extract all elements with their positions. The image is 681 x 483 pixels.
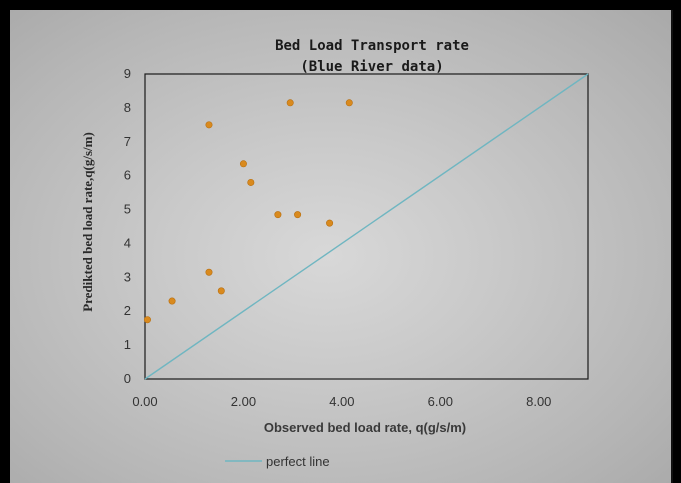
y-tick-label: 8 <box>124 100 131 115</box>
y-axis-ticks: 0 1 2 3 4 5 6 7 8 9 <box>124 66 131 386</box>
data-point <box>239 160 247 168</box>
data-point <box>286 99 294 107</box>
x-tick-label: 6.00 <box>428 394 453 409</box>
chart-area: Bed Load Transport rate (Blue River data… <box>10 10 673 483</box>
data-point <box>274 211 282 219</box>
data-point <box>143 316 151 324</box>
data-point <box>217 287 225 295</box>
data-point <box>326 219 334 227</box>
legend-label: perfect line <box>266 454 330 469</box>
legend: perfect line <box>225 454 330 469</box>
x-tick-label: 8.00 <box>526 394 551 409</box>
plot-area-border <box>144 73 589 380</box>
chart-title-line-2: (Blue River data) <box>300 59 443 75</box>
data-point <box>247 178 255 186</box>
data-point <box>205 121 213 129</box>
x-tick-label: 4.00 <box>329 394 354 409</box>
scatter-chart: Bed Load Transport rate (Blue River data… <box>80 38 589 469</box>
x-axis-label: Observed bed load rate, q(g/s/m) <box>264 420 466 435</box>
chart-title-line-1: Bed Load Transport rate <box>275 38 469 54</box>
x-tick-label: 2.00 <box>231 394 256 409</box>
x-tick-label: 0.00 <box>132 394 157 409</box>
y-axis-label: Predikted bed load rate,q(g/s/m) <box>80 132 95 312</box>
perfect-line <box>144 73 589 380</box>
data-point <box>168 297 176 305</box>
data-points <box>143 99 353 324</box>
y-tick-label: 4 <box>124 235 131 250</box>
y-tick-label: 2 <box>124 303 131 318</box>
y-tick-label: 7 <box>124 134 131 149</box>
data-point <box>345 99 353 107</box>
y-tick-label: 5 <box>124 202 131 217</box>
y-tick-label: 6 <box>124 168 131 183</box>
y-tick-label: 3 <box>124 269 131 284</box>
y-tick-label: 0 <box>124 371 131 386</box>
data-point <box>294 211 302 219</box>
x-axis-ticks: 0.00 2.00 4.00 6.00 8.00 <box>132 394 551 409</box>
y-tick-label: 1 <box>124 337 131 352</box>
y-tick-label: 9 <box>124 66 131 81</box>
data-point <box>205 268 213 276</box>
